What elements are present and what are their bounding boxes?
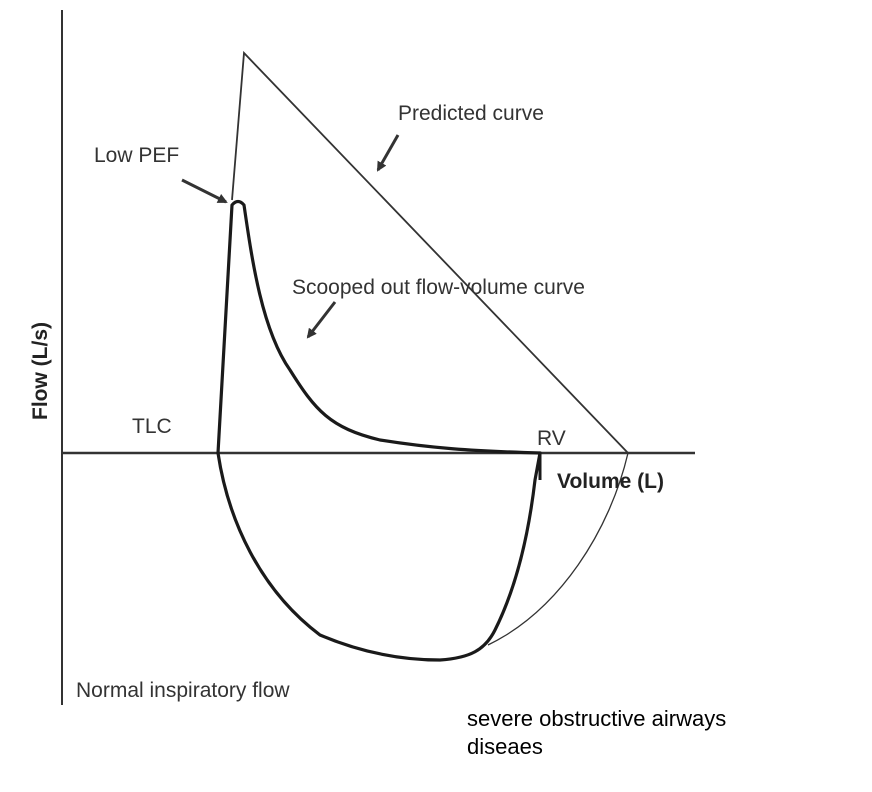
low-pef-arrow <box>181 178 228 204</box>
x-axis-label: Volume (L) <box>557 470 664 493</box>
predicted-curve-label: Predicted curve <box>398 102 544 125</box>
scooped-curve-label: Scooped out flow-volume curve <box>292 276 585 299</box>
tlc-label: TLC <box>132 415 172 438</box>
y-axis-label: Flow (L/s) <box>29 322 52 420</box>
low-pef-label: Low PEF <box>94 144 179 167</box>
rv-label: RV <box>537 427 566 450</box>
caption-line-2: diseaes <box>467 734 543 759</box>
caption-line-1: severe obstructive airways <box>467 706 726 731</box>
predicted-curve-arrow <box>376 134 400 172</box>
inspiratory-loop <box>216 451 542 662</box>
predicted-curve <box>231 50 629 454</box>
normal-inspiratory-label: Normal inspiratory flow <box>76 679 290 702</box>
scooped-flow-volume-curve <box>216 199 542 455</box>
predicted-inspiratory-curve <box>487 452 629 646</box>
scooped-curve-arrow <box>306 301 337 339</box>
